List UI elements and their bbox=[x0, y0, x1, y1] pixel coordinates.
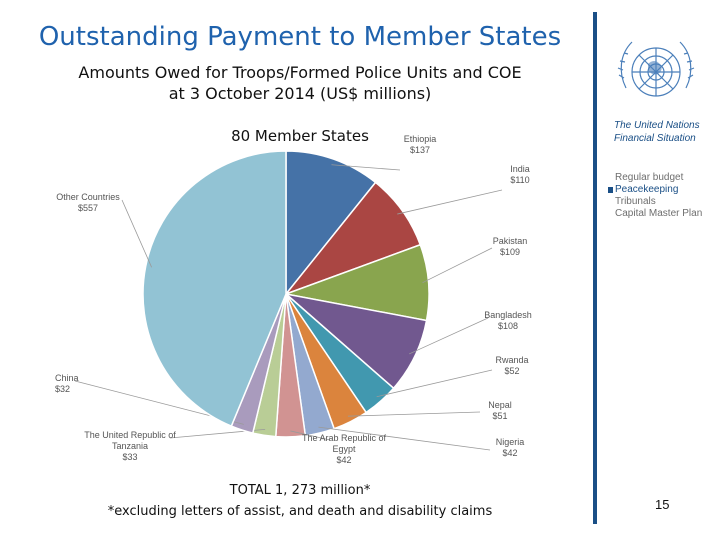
page-number: 15 bbox=[655, 497, 670, 512]
slide-subtitle: Amounts Owed for Troops/Formed Police Un… bbox=[30, 62, 570, 104]
slice-value-nepal: $51 bbox=[492, 411, 507, 421]
slice-label-rwanda: Rwanda bbox=[495, 355, 528, 365]
leader-line-india bbox=[397, 189, 503, 215]
slice-label-india: India bbox=[510, 164, 530, 174]
pie-chart: Ethiopia$137 India$110 Pakistan$109 Banglad… bbox=[55, 134, 532, 465]
slice-value-pakistan: $109 bbox=[500, 247, 520, 257]
slice-value-nigeria: $42 bbox=[502, 448, 517, 458]
slice-label-nigeria: Nigeria bbox=[496, 437, 525, 447]
member-count-label: 80 Member States bbox=[231, 127, 369, 145]
slice-label-pakistan: Pakistan bbox=[493, 236, 528, 246]
slice-value-other-countries: $557 bbox=[78, 203, 98, 213]
slice-label-the-united-republic-of-tanzania: The United Republic of bbox=[84, 430, 176, 440]
leader-line-other-countries bbox=[121, 199, 152, 268]
slice-value-ethiopia: $137 bbox=[410, 145, 430, 155]
un-emblem-icon bbox=[617, 41, 695, 97]
leader-line-rwanda bbox=[376, 369, 493, 398]
slice-label-ethiopia: Ethiopia bbox=[404, 134, 437, 144]
slice-value-india: $110 bbox=[510, 175, 529, 185]
slice-value-the-arab-republic-of-egypt: $42 bbox=[336, 455, 351, 465]
pie-slice-other-countries bbox=[142, 150, 287, 428]
slice-value-the-united-republic-of-tanzania: $33 bbox=[122, 452, 137, 462]
leader-line-nigeria bbox=[318, 426, 491, 451]
leader-line-ethiopia bbox=[331, 164, 401, 171]
leader-line-the-arab-republic-of-egypt bbox=[290, 430, 331, 441]
slide-title: Outstanding Payment to Member States bbox=[38, 22, 562, 52]
slice-value-bangladesh: $108 bbox=[498, 321, 518, 331]
slice-label-the-arab-republic-of-egypt: Egypt bbox=[332, 444, 356, 454]
slice-label-other-countries: Other Countries bbox=[56, 192, 120, 202]
sidebar-heading-line-1: The United Nations bbox=[614, 120, 700, 131]
subtitle-line-2: at 3 October 2014 (US$ millions) bbox=[168, 84, 432, 103]
leader-line-bangladesh bbox=[409, 317, 489, 355]
leader-line-pakistan bbox=[422, 247, 493, 284]
total-label: TOTAL 1, 273 million* bbox=[229, 483, 371, 498]
menu-item-capital-master-plan[interactable]: Capital Master Plan bbox=[615, 208, 703, 219]
menu-item-peacekeeping[interactable]: Peacekeeping bbox=[608, 184, 702, 196]
menu-item-regular-budget[interactable]: Regular budget bbox=[615, 172, 684, 183]
sidebar-divider bbox=[593, 12, 597, 524]
slice-label-bangladesh: Bangladesh bbox=[484, 310, 532, 320]
slice-label-the-arab-republic-of-egypt: The Arab Republic of bbox=[302, 433, 387, 443]
footnote: *excluding letters of assist, and death … bbox=[107, 504, 493, 519]
slice-label-the-united-republic-of-tanzania: Tanzania bbox=[112, 441, 148, 451]
slice-label-china: China bbox=[55, 373, 79, 383]
pie-slice-ethiopia bbox=[285, 150, 377, 297]
subtitle-line-1: Amounts Owed for Troops/Formed Police Un… bbox=[78, 63, 522, 82]
menu-item-tribunals[interactable]: Tribunals bbox=[615, 196, 656, 207]
sidebar-heading: The United Nations Financial Situation bbox=[614, 119, 700, 145]
sidebar-heading-line-2: Financial Situation bbox=[614, 133, 696, 144]
leader-line-nepal bbox=[347, 411, 481, 417]
slice-value-china: $32 bbox=[55, 384, 70, 394]
slice-label-nepal: Nepal bbox=[488, 400, 512, 410]
slice-value-rwanda: $52 bbox=[504, 366, 519, 376]
sidebar-menu: Regular budget Peacekeeping Tribunals Ca… bbox=[608, 172, 702, 220]
